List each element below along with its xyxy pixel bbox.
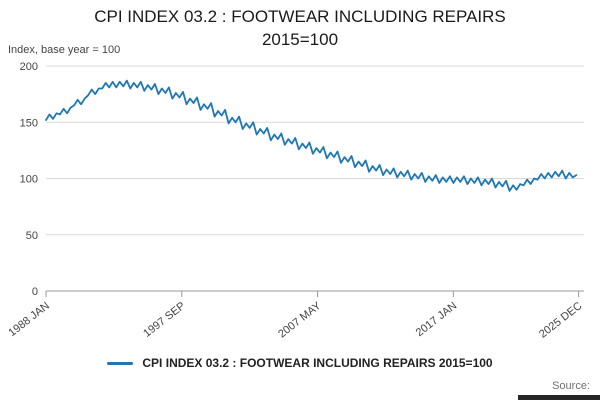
x-tick-label: 1988 JAN — [6, 300, 51, 339]
legend: CPI INDEX 03.2 : FOOTWEAR INCLUDING REPA… — [0, 356, 600, 370]
line-chart[interactable]: 0 50 100 150 200 1988 JAN 1997 SEP 2007 MAY 2017… — [0, 58, 600, 350]
y-tick-label: 0 — [32, 286, 38, 298]
x-tick-label: 2025 DEC — [537, 300, 584, 341]
y-axis-note: Index, base year = 100 — [8, 44, 121, 56]
line-chart-svg[interactable]: 0 50 100 150 200 1988 JAN 1997 SEP 2007 MAY 2017… — [0, 58, 600, 350]
y-tick-label: 200 — [20, 61, 38, 73]
chart-title: CPI INDEX 03.2 : FOOTWEAR INCLUDING REPA… — [0, 6, 600, 52]
legend-line-icon — [107, 361, 134, 365]
chart-title-line1: CPI INDEX 03.2 : FOOTWEAR INCLUDING REPA… — [94, 7, 506, 26]
source-label: Source: — [552, 380, 590, 392]
x-tick-label: 1997 SEP — [141, 300, 187, 340]
x-tick-label: 2007 MAY — [276, 300, 324, 341]
y-tick-label: 50 — [26, 230, 38, 242]
chart-title-line2: 2015=100 — [261, 29, 339, 49]
bottom-edge-bar — [518, 395, 600, 400]
y-tick-label: 100 — [20, 174, 38, 186]
y-tick-label: 150 — [20, 117, 38, 129]
legend-label: CPI INDEX 03.2 : FOOTWEAR INCLUDING REPA… — [142, 356, 493, 370]
series-line — [45, 79, 578, 192]
x-tick-label: 2017 JAN — [414, 300, 459, 339]
